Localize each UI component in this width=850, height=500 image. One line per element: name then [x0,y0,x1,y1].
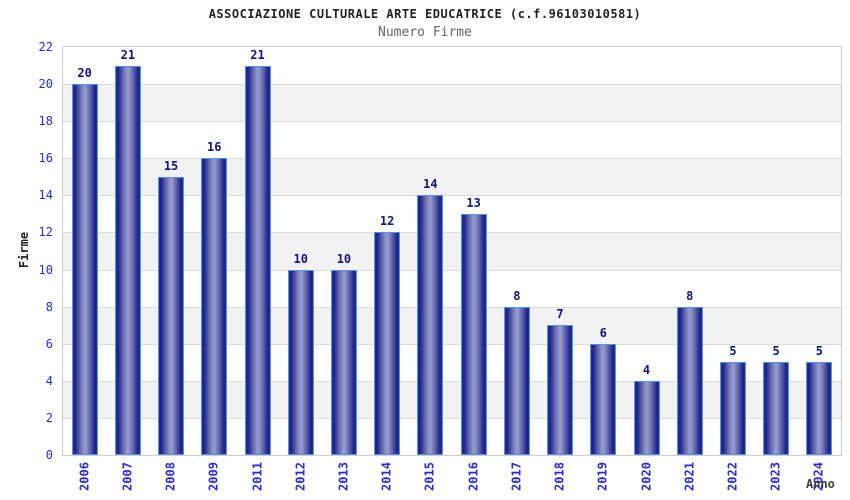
gridline [63,269,841,271]
x-tick-label-2015: 2015 [422,462,437,491]
bar-value-label: 10 [336,251,352,266]
grid-band [63,47,841,85]
x-tick-label-2011: 2011 [250,462,264,491]
bar-2009 [201,158,228,455]
bar-value-label: 7 [556,307,564,322]
bar-2007 [114,65,141,455]
y-tick-label: 14 [38,188,53,203]
x-tick-label-2016: 2016 [466,462,481,491]
bar-value-label: 13 [466,195,481,210]
bar-value-label: 8 [513,288,521,303]
bar-value-label: 8 [686,288,694,303]
grid-band [63,269,841,307]
plot-area: 20 21 15 16 21 10 10 12 14 13 8 7 6 4 8 5 5 5 [62,46,842,456]
bar-2006 [71,84,98,455]
y-tick-label: 0 [45,448,53,462]
bar-2012 [287,269,314,455]
x-tick-label-2023: 2023 [768,462,783,491]
bar-value-label: 5 [729,344,737,359]
grid-band [63,195,841,233]
gridline [63,417,841,419]
bar-value-label: 15 [163,158,179,173]
x-tick-label-2017: 2017 [509,462,524,491]
grid-band [63,121,841,159]
grid-band [63,343,841,381]
gridline [63,84,841,86]
x-tick-label-2020: 2020 [639,462,653,491]
y-tick-label: 16 [38,151,53,166]
grid-band [63,417,841,455]
x-tick-label-2007: 2007 [120,462,135,491]
bar-value-label: 12 [379,214,395,229]
grid-band [63,306,841,344]
gridline [63,343,841,345]
chart-subtitle: Numero Firme [378,25,472,40]
bar-2017 [503,306,530,455]
bar-2014 [374,232,401,455]
x-tick-label-2019: 2019 [595,462,610,491]
gridline [63,380,841,382]
grid-band [63,232,841,270]
bar-value-label: 16 [207,140,222,155]
bar-2008 [158,176,185,455]
y-tick-label: 8 [45,299,53,314]
y-tick-label: 22 [38,40,53,54]
bar-value-label: 21 [120,47,136,62]
x-tick-label-2008: 2008 [163,462,178,491]
bar-value-label: 21 [250,47,265,62]
y-tick-label: 6 [45,336,53,351]
x-tick-label-2021: 2021 [682,462,697,491]
bar-value-label: 4 [642,362,651,377]
x-tick-label-2014: 2014 [379,462,394,491]
bar-2020 [633,380,660,455]
bar-value-label: 20 [77,66,92,81]
y-tick-label: 2 [45,410,53,425]
grid-band [63,380,841,418]
bar-2018 [547,325,574,455]
bar-2019 [590,343,617,455]
grid-band [63,158,841,196]
gridline [63,158,841,160]
bar-value-label: 5 [772,344,780,359]
bar-2016 [460,213,487,455]
gridline [63,306,841,308]
bar-value-label: 10 [293,251,308,266]
bar-value-label: 5 [815,344,823,359]
x-tick-label-2013: 2013 [336,462,351,491]
gridline [63,121,841,123]
chart-title: ASSOCIAZIONE CULTURALE ARTE EDUCATRICE (… [208,7,642,21]
x-tick-label-2009: 2009 [206,462,221,491]
y-tick-label: 20 [38,77,53,92]
y-tick-label: 4 [45,373,53,388]
bar-2024 [806,362,833,455]
x-tick-label-2018: 2018 [552,462,567,491]
gridline [63,195,841,197]
x-tick-label-2012: 2012 [293,462,308,491]
bar-value-label: 6 [599,325,607,340]
gridline [63,232,841,234]
bar-2023 [763,362,790,455]
y-tick-label: 12 [38,225,53,240]
x-axis-label: Anno [806,477,835,491]
bar-2022 [719,362,746,455]
bar-2013 [330,269,357,455]
x-tick-label-2022: 2022 [725,462,740,491]
bar-2015 [417,195,444,455]
bar-value-label: 14 [423,177,438,192]
y-tick-label: 18 [38,114,53,129]
grid-band [63,84,841,122]
bar-2021 [676,306,703,455]
x-tick-label-2006: 2006 [77,462,92,491]
y-tick-label: 10 [38,262,53,277]
bar-2011 [244,65,271,455]
